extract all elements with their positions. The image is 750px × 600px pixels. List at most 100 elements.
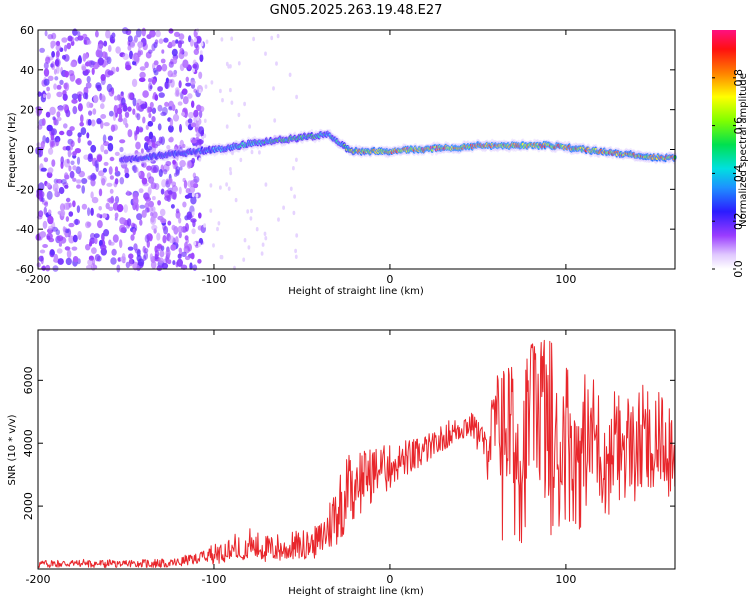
noise-speckle [77,231,82,240]
noise-speckle [86,132,90,139]
spectrogram-y-axis-label: Frequency (Hz) [7,112,18,188]
noise-speckle [217,221,221,226]
noise-speckle [114,151,120,156]
noise-speckle [282,205,285,210]
noise-speckle [135,125,140,135]
noise-speckle [66,249,72,259]
noise-speckle [243,101,247,107]
noise-speckle [56,50,60,58]
noise-speckle [80,114,84,123]
noise-speckle [193,109,199,118]
noise-speckle [84,69,91,74]
snr-x-axis-label: Height of straight line (km) [288,586,424,597]
noise-speckle [190,252,195,260]
noise-speckle [144,196,151,202]
noise-speckle [108,197,115,204]
noise-speckle [164,101,169,107]
noise-speckle [188,111,194,119]
noise-speckle [165,248,171,258]
noise-speckle [252,36,256,42]
noise-speckle [158,257,164,264]
noise-speckle [219,88,222,94]
noise-speckle [91,247,97,255]
colorbar-ticks: 0.0 0.2 0.4 0.6 0.8 [712,69,745,278]
noise-speckle [53,83,57,90]
spectrogram-noise-layer [35,27,299,273]
noise-speckle [276,33,280,39]
noise-speckle [200,42,204,47]
noise-speckle [156,243,163,249]
noise-speckle [64,70,69,78]
noise-speckle [135,141,141,150]
noise-speckle [146,106,151,114]
noise-speckle [150,211,154,217]
noise-speckle [133,35,138,43]
noise-speckle [191,192,195,198]
x-tick-label: 100 [555,273,576,286]
noise-speckle [170,73,177,78]
noise-speckle [209,208,213,213]
noise-speckle [272,86,275,91]
noise-speckle [199,54,204,63]
noise-speckle [47,167,54,174]
noise-speckle [273,118,277,123]
noise-speckle [117,117,123,123]
noise-speckle [141,177,148,185]
noise-speckle [147,120,154,127]
noise-speckle [38,255,44,262]
noise-speckle [189,262,193,270]
spectrogram-x-axis-label: Height of straight line (km) [288,286,424,297]
colorbar-gradient [712,30,736,269]
noise-speckle [209,183,213,188]
noise-speckle [185,76,189,83]
noise-speckle [71,246,78,251]
noise-speckle [192,68,195,73]
noise-speckle [192,264,198,272]
noise-speckle [175,208,180,214]
noise-speckle [109,188,114,194]
noise-speckle [261,242,265,247]
noise-speckle [172,159,177,165]
noise-speckle [191,228,196,235]
noise-speckle [162,235,167,244]
noise-speckle [102,134,107,143]
noise-speckle [294,254,298,259]
noise-speckle [64,174,70,180]
noise-speckle [197,258,202,264]
y-tick-label: 4000 [22,429,35,457]
noise-speckle [38,210,44,218]
noise-speckle [100,74,106,81]
noise-speckle [169,136,174,143]
noise-speckle [98,206,102,211]
noise-speckle [123,204,128,213]
noise-speckle [128,257,133,267]
noise-speckle [98,188,103,197]
noise-speckle [177,40,182,49]
noise-speckle [179,123,182,133]
noise-speckle [67,35,73,42]
noise-speckle [81,65,87,72]
noise-speckle [167,220,172,226]
noise-speckle [205,39,209,44]
noise-speckle [135,28,142,38]
noise-speckle [128,253,134,259]
noise-speckle [184,194,190,199]
noise-speckle [108,166,113,175]
noise-speckle [168,235,175,244]
noise-speckle [96,213,101,218]
noise-speckle [72,200,76,208]
noise-speckle [136,213,143,221]
noise-speckle [90,207,94,216]
noise-speckle [230,36,234,41]
noise-speckle [225,182,229,187]
noise-speckle [114,212,119,219]
noise-speckle [168,61,174,68]
noise-speckle [150,159,156,164]
noise-speckle [43,78,50,86]
noise-speckle [63,82,68,90]
noise-speckle [151,224,158,231]
noise-speckle [195,132,201,138]
snr-panel: -200 -100 0 100 2000 4000 6000 Height of stra… [7,329,676,597]
noise-speckle [179,47,184,55]
